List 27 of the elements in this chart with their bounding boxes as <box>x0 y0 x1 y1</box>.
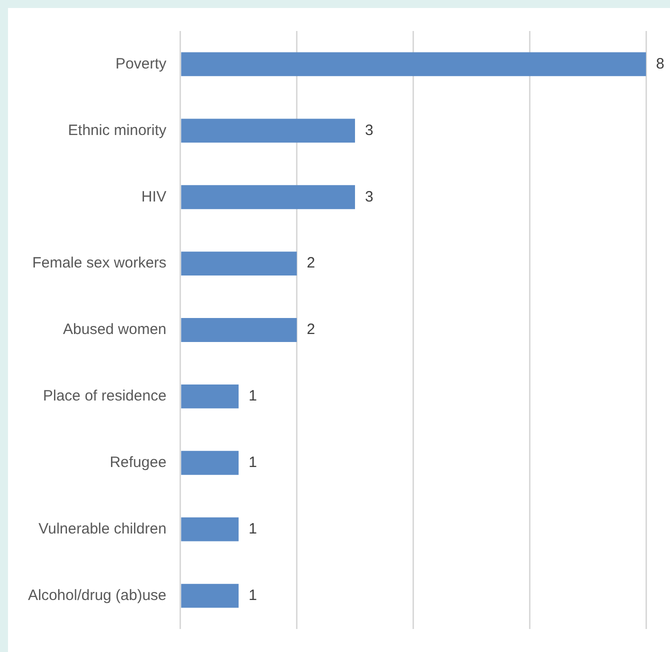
data-label: 1 <box>248 520 257 538</box>
bar <box>181 52 646 76</box>
bar <box>181 318 297 342</box>
y-tick-label: Place of residence <box>43 388 166 405</box>
y-tick-label: Refugee <box>110 454 166 472</box>
data-label: 2 <box>306 321 316 338</box>
bar <box>181 517 239 542</box>
bar <box>181 584 239 608</box>
data-label: 3 <box>365 188 374 206</box>
y-tick-label: Ethnic minority <box>68 122 167 139</box>
data-label: 2 <box>306 254 316 272</box>
y-tick-label: Alcohol/drug (ab)use <box>28 586 166 604</box>
y-tick-label: Poverty <box>116 55 167 72</box>
y-tick-label: Abused women <box>63 321 166 338</box>
bar <box>181 384 239 408</box>
data-label: 1 <box>248 388 257 405</box>
y-tick-label: Female sex workers <box>32 254 166 272</box>
y-tick-label: HIV <box>141 188 166 206</box>
y-tick-label: Vulnerable children <box>38 520 166 538</box>
bar <box>181 118 356 143</box>
bar <box>181 252 297 276</box>
bar <box>181 185 356 210</box>
data-label: 1 <box>248 454 257 472</box>
data-label: 8 <box>656 55 664 72</box>
data-label: 1 <box>248 586 257 604</box>
bar <box>181 450 239 475</box>
data-label: 3 <box>365 122 374 139</box>
